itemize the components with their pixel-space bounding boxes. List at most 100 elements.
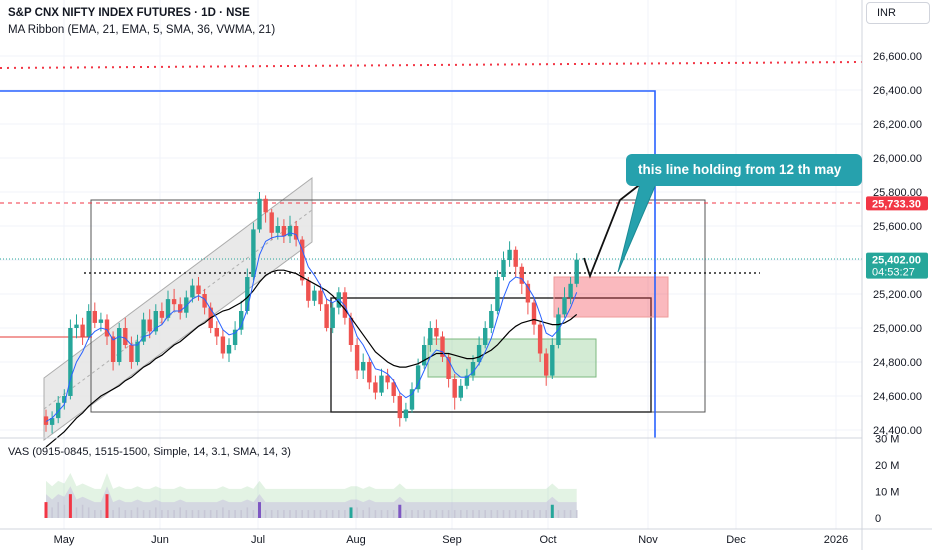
price-tick-label: 24,600.00 [873,391,922,403]
candle-body [531,302,537,325]
volume-bar [447,510,450,518]
candle-body [550,345,555,376]
candle-body [239,311,244,330]
candle-body [178,304,183,313]
candle-body [147,319,152,332]
channel-midline [43,209,313,410]
callout-text: this line holding from 12 th may [638,162,842,177]
volume-bar [557,510,560,518]
volume-bar [331,510,334,518]
volume-bar [307,510,310,518]
volume-bar [216,510,218,518]
candle-body [525,283,531,303]
volume-bar [203,510,206,518]
currency-button[interactable]: INR [866,2,930,24]
time-tick-label: Jul [251,534,265,546]
volume-bar [118,507,120,518]
candle-body [275,226,280,233]
candle-body [361,362,366,371]
candle-body [165,299,171,318]
candle-body [92,311,97,323]
candle-body [123,328,128,345]
candle-body [263,198,268,213]
volume-bar [173,510,175,518]
candle-body [562,297,567,315]
candle-body [397,396,402,419]
candle-body [245,277,250,311]
volume-bar [508,510,511,518]
volume-bar [435,510,438,518]
candle-body [86,311,91,337]
candle-body [428,328,433,345]
candle-body [385,375,390,383]
candle-body [98,319,104,323]
volume-bar [490,510,493,518]
candle-body [440,336,445,357]
volume-bar [429,510,432,518]
candle-body [373,382,378,393]
candle-body [483,328,488,345]
volume-bar [75,507,78,518]
time-tick-label: Jun [151,534,169,546]
volume-bar [51,507,53,518]
volume-bar [301,510,303,518]
candle-body [153,311,158,332]
candle-body [324,304,329,328]
volume-bar [222,507,224,518]
candle-body [190,285,195,298]
consolidation-box [330,297,652,413]
candle-body [214,328,219,337]
price-tag-label: 25,733.30 [872,198,921,210]
vas-upper-band [46,472,577,518]
volume-bar [44,502,48,518]
volume-bar [289,510,291,518]
volume-bar [228,510,230,518]
volume-tick-label: 20 M [875,460,899,472]
candle-body [446,356,451,379]
volume-bar [563,510,566,518]
time-tick-label: 2026 [824,534,848,546]
volume-bar [398,504,402,518]
volume-bar [527,510,529,518]
candle-body [171,299,177,305]
volume-bar [539,510,541,518]
volume-tick-label: 0 [875,513,881,525]
ma-ribbon-legend[interactable]: MA Ribbon (EMA, 21, EMA, 5, SMA, 36, VWM… [8,24,276,36]
volume-bar [270,510,273,518]
candle-body [74,324,79,328]
volume-bar [130,510,133,518]
candle-body [544,353,549,376]
candle-body [202,294,207,308]
callout-box [626,154,862,186]
time-tick-label: Aug [346,534,366,546]
volume-bar [258,502,261,518]
time-tick-label: May [54,534,75,546]
ema-line [45,232,578,422]
volume-bar [197,510,200,518]
volume-bar [87,507,90,518]
vas-legend[interactable]: VAS (0915-0845, 1515-1500, Simple, 14, 3… [8,446,291,458]
price-tag-label: 25,402.00 [872,255,921,267]
volume-bar [142,510,145,518]
volume-bar [472,510,474,518]
candle-body [226,345,232,354]
candle-body [568,283,573,298]
candle-body [281,226,287,237]
volume-bar [283,510,285,518]
volume-bar [362,510,364,518]
volume-tick-label: 30 M [875,434,899,446]
volume-bar [453,510,456,518]
candle-body [470,362,476,376]
volume-bar [246,507,249,518]
candle-body [312,290,317,301]
candle-body [287,226,293,237]
volume-bar [105,494,109,518]
candle-body [220,336,226,354]
volume-bar [68,494,72,518]
volume-bar [209,510,212,518]
candle-body [62,396,67,403]
candle-body [342,292,348,318]
candle-body [135,341,140,362]
